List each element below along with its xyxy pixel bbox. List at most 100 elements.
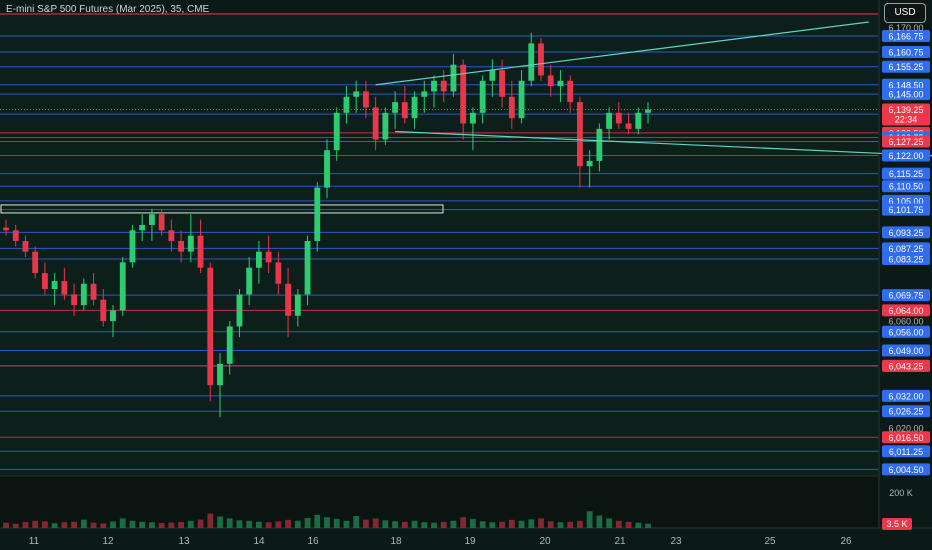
price-level-label-bg	[882, 167, 930, 180]
candle-body	[3, 227, 9, 231]
candle-body	[197, 235, 204, 268]
volume-bar	[372, 518, 379, 528]
price-level-label-bg	[882, 180, 930, 193]
price-level-label: 6,166.75	[888, 32, 923, 42]
price-level-label: 6,127.25	[888, 137, 923, 147]
currency-button[interactable]: USD	[884, 3, 926, 23]
price-level-label: 6,093.25	[888, 228, 923, 238]
candle-body	[401, 102, 408, 119]
price-level-label: 6,043.25	[888, 361, 923, 371]
candle-body	[547, 75, 554, 87]
price-level-label-bg	[882, 445, 930, 458]
candle-body	[518, 80, 525, 119]
candle-body	[431, 80, 437, 92]
price-level-label: 6,115.25	[889, 169, 923, 179]
candle-body	[635, 112, 642, 129]
candle-body	[265, 251, 272, 263]
volume-bar	[61, 522, 68, 528]
candle-body	[353, 91, 360, 97]
candle-body	[596, 128, 603, 161]
price-tick-label: 6,170.00	[888, 23, 923, 33]
price-level-label-bg	[882, 60, 930, 73]
candle-body	[100, 299, 107, 322]
volume-bar	[285, 519, 292, 528]
price-level-label-bg	[882, 149, 930, 162]
volume-bar	[226, 518, 233, 528]
volume-bar	[314, 514, 321, 528]
price-level-label-bg	[882, 304, 930, 317]
candle-body	[304, 240, 311, 295]
candle-body	[324, 150, 330, 188]
price-pane	[0, 14, 878, 476]
volume-bar	[158, 522, 165, 528]
volume-bar	[538, 518, 544, 528]
volume-bar	[12, 523, 19, 528]
candle-body	[460, 64, 467, 124]
volume-bar	[479, 521, 486, 528]
candle-body	[440, 80, 447, 92]
volume-bar	[567, 521, 574, 528]
candle-body	[236, 294, 243, 327]
volume-last-pill	[882, 518, 912, 530]
price-level-label-bg	[882, 78, 930, 91]
volume-bar	[411, 520, 418, 528]
price-level-label: 6,064.00	[888, 306, 923, 316]
price-level-label: 6,087.25	[888, 244, 923, 254]
candle-body	[139, 224, 146, 231]
time-tick-label: 21	[614, 536, 626, 547]
price-level-label-bg	[882, 389, 930, 402]
price-level-label-bg	[882, 359, 930, 372]
volume-bar	[148, 522, 155, 528]
price-level-label-bg	[882, 289, 930, 302]
volume-bar	[615, 520, 622, 528]
volume-bar	[528, 519, 535, 528]
candle-body	[314, 187, 321, 241]
candle-body	[12, 230, 19, 241]
countdown-label: 22:34	[895, 114, 918, 124]
candle-body	[538, 43, 544, 76]
price-level-label-bg	[882, 30, 930, 43]
candle-body	[606, 112, 613, 129]
time-tick-label: 12	[102, 536, 114, 547]
volume-bar	[71, 521, 78, 528]
volume-bar	[431, 522, 437, 528]
volume-bar	[343, 520, 350, 528]
time-tick-label: 18	[390, 536, 402, 547]
volume-bar	[392, 521, 399, 528]
candle-body	[207, 267, 214, 386]
candle-body	[187, 235, 194, 252]
candle-body	[362, 91, 369, 108]
price-level-label-bg	[882, 203, 930, 216]
candle-body	[71, 294, 78, 306]
price-level-label: 6,110.50	[889, 182, 923, 192]
candle-body	[508, 96, 515, 119]
price-level-label: 6,122.00	[888, 151, 923, 161]
volume-bar	[382, 520, 389, 528]
candle-body	[32, 251, 39, 274]
price-level-label: 6,101.75	[888, 205, 923, 215]
candle-body	[22, 240, 29, 252]
time-tick-label: 16	[307, 536, 319, 547]
price-level-label-bg	[882, 88, 930, 101]
candle-body	[110, 310, 116, 322]
range-box	[0, 204, 444, 214]
candle-body	[41, 273, 48, 290]
volume-bar	[606, 518, 613, 528]
candle-body	[90, 283, 97, 300]
candle-body	[528, 43, 535, 81]
candle-body	[158, 214, 165, 231]
price-level-label: 6,004.50	[888, 465, 923, 475]
candle-body	[80, 283, 87, 306]
candle-body	[275, 262, 282, 284]
time-tick-label: 14	[253, 536, 265, 547]
candle-body	[645, 109, 651, 113]
price-tick-label: 6,020.00	[888, 423, 923, 433]
candle-body	[148, 214, 155, 225]
volume-bar	[460, 517, 467, 528]
price-level-label-bg	[882, 253, 930, 266]
candle-body	[343, 96, 350, 113]
price-level-label: 6,011.25	[889, 447, 923, 457]
time-tick-label: 20	[539, 536, 551, 547]
volume-bar	[421, 522, 428, 528]
